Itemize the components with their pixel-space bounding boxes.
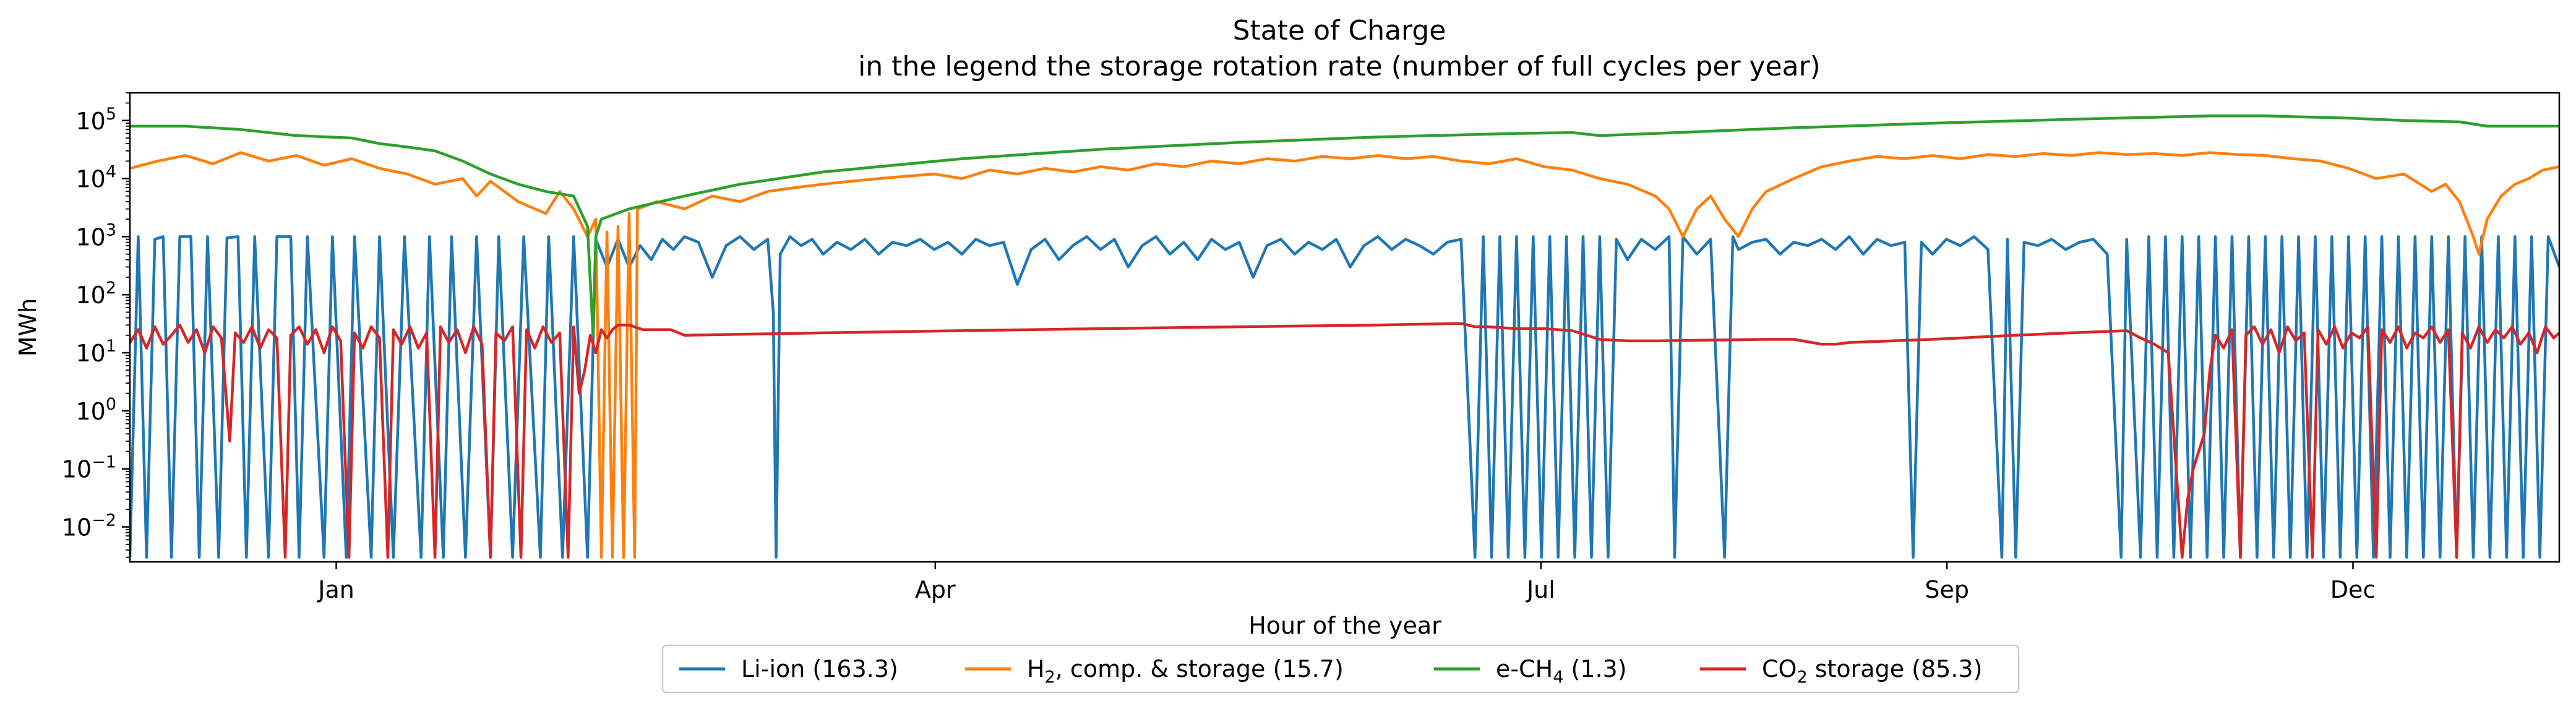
series-line-li_ion <box>130 235 2559 559</box>
series-line-ech4 <box>130 114 2559 337</box>
plot-frame <box>129 92 2561 563</box>
legend-box <box>661 644 2020 694</box>
chart-subtitle: in the legend the storage rotation rate … <box>858 51 1821 82</box>
legend-label-h2: H2, comp. & storage (15.7) <box>1027 655 1344 687</box>
x-tick-label: Apr <box>915 576 956 603</box>
y-axis: 10−2 10−1 100 101 102 103 104 105 <box>62 92 130 558</box>
series-layer <box>130 114 2559 559</box>
series-line-co2 <box>130 322 2559 559</box>
x-tick-label: Sep <box>1925 576 1969 603</box>
chart-title: State of Charge <box>1233 15 1446 46</box>
y-tick-label: 105 <box>75 105 116 135</box>
y-axis-label: MWh <box>14 298 41 356</box>
y-tick-label: 102 <box>75 278 116 309</box>
y-tick-label: 10−1 <box>62 453 116 483</box>
y-tick-label: 104 <box>75 163 116 193</box>
x-tick-label: Dec <box>2330 576 2376 603</box>
y-tick-label: 103 <box>75 220 116 251</box>
x-tick-label: Jul <box>1526 576 1555 603</box>
legend-label-li_ion: Li-ion (163.3) <box>741 655 898 683</box>
legend-items: Li-ion (163.3) H2, comp. & storage (15.7)… <box>679 655 1982 687</box>
y-tick-label: 100 <box>75 395 116 425</box>
x-axis-label: Hour of the year <box>1248 612 1441 639</box>
x-tick-label: Jan <box>317 576 354 603</box>
x-axis: Jan Apr Jul Sep Dec <box>317 562 2376 603</box>
legend-label-ech4: e-CH4 (1.3) <box>1496 655 1627 687</box>
legend: Li-ion (163.3) H2, comp. & storage (15.7)… <box>661 644 2020 694</box>
legend-label-co2: CO2 storage (85.3) <box>1762 655 1982 687</box>
y-tick-label: 101 <box>75 337 116 367</box>
series-line-h2 <box>130 151 2559 559</box>
y-tick-label: 10−2 <box>62 511 116 541</box>
